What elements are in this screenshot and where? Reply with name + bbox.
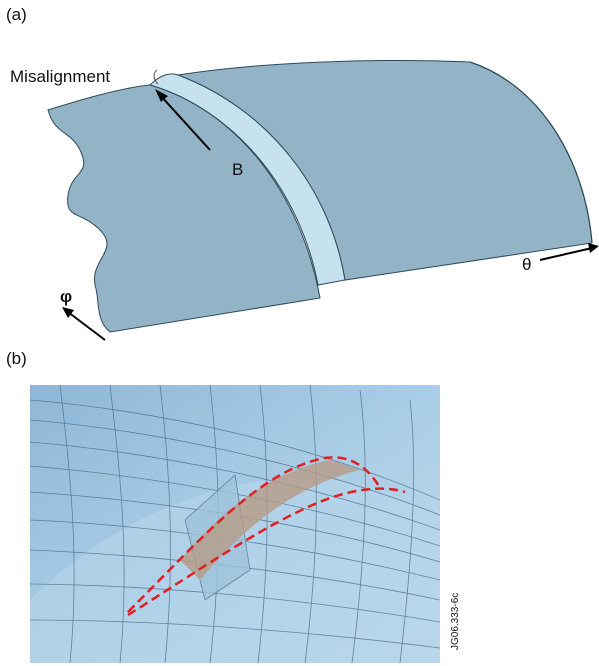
mesh-view — [30, 385, 440, 663]
panel-label: (a) — [6, 5, 27, 24]
panel-label: (b) — [6, 349, 27, 368]
axis-label: φ — [60, 287, 72, 306]
axis-label: θ — [522, 255, 531, 274]
annotation: B — [232, 160, 243, 179]
figure: (a) Misalignment B θ φ (b) — [0, 0, 599, 666]
figure-id: JG06.333-6c — [450, 593, 461, 650]
arrow — [68, 312, 105, 340]
annotation: Misalignment — [10, 67, 110, 86]
arrow-head — [588, 243, 599, 253]
